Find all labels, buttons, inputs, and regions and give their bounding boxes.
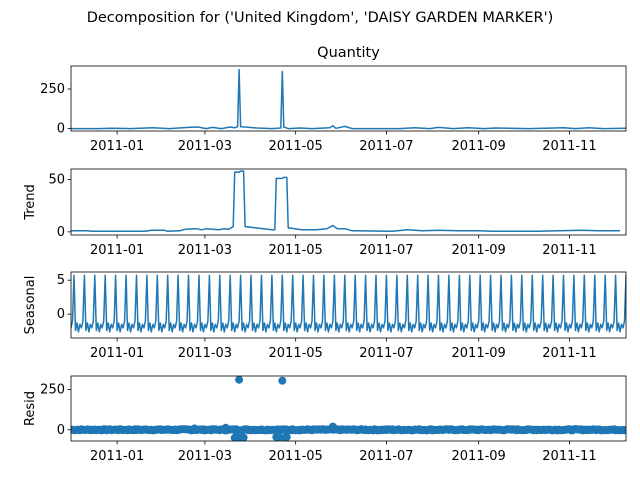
x-tick-label: 2011-01 (90, 449, 144, 464)
resid-point (221, 423, 230, 432)
x-tick-label: 2011-03 (178, 139, 232, 154)
plot-area (71, 274, 626, 333)
y-axis-label: Seasonal (23, 276, 38, 335)
y-tick-label: 250 (40, 383, 65, 398)
y-tick-label: 50 (48, 172, 65, 187)
panel-quantity: 0 250 2011-01 2011-03 2011-05 2011-07 2011-09 2… (40, 45, 627, 154)
resid-point (190, 424, 199, 433)
y-tick-label: 0 (57, 423, 65, 438)
x-tick-label: 2011-01 (90, 346, 144, 361)
x-tick-label: 2011-07 (359, 139, 413, 154)
x-tick-label: 2011-01 (90, 243, 144, 258)
figure-suptitle: Decomposition for ('United Kingdom', 'DA… (87, 10, 554, 26)
x-tick-label: 2011-07 (359, 346, 413, 361)
y-tick-label: 250 (40, 82, 65, 97)
axes-frame (70, 168, 627, 236)
resid-point (235, 376, 244, 384)
x-tick-label: 2011-05 (269, 243, 323, 258)
x-tick-label: 2011-09 (452, 139, 506, 154)
plot-area (71, 170, 620, 233)
x-tick-label: 2011-03 (178, 243, 232, 258)
resid-point (278, 376, 287, 385)
x-tick-label: 2011-01 (90, 139, 144, 154)
series-line (71, 170, 620, 233)
resid-point (328, 422, 337, 431)
panel-resid: 0 250 2011-01 2011-03 2011-05 2011-07 2011-09 2… (23, 375, 627, 464)
y-tick-label: 0 (57, 225, 65, 240)
x-tick-label: 2011-03 (178, 346, 232, 361)
x-tick-label: 2011-09 (452, 346, 506, 361)
x-tick-label: 2011-03 (178, 449, 232, 464)
resid-point (275, 433, 284, 441)
x-tick-label: 2011-11 (542, 449, 596, 464)
axes-title: Quantity (317, 45, 380, 61)
x-tick-label: 2011-11 (542, 346, 596, 361)
y-tick-label: 5 (57, 273, 65, 288)
x-tick-label: 2011-05 (269, 449, 323, 464)
plot-area (71, 68, 626, 130)
y-axis-label: Trend (23, 184, 38, 221)
x-tick-label: 2011-05 (269, 346, 323, 361)
seasonal-line (71, 274, 626, 333)
x-tick-label: 2011-11 (542, 243, 596, 258)
panels: 0 250 2011-01 2011-03 2011-05 2011-07 2011-09 2… (23, 45, 627, 464)
x-tick-label: 2011-07 (359, 243, 413, 258)
resid-point (239, 433, 248, 441)
axes-frame (70, 375, 627, 442)
y-tick-label: 0 (57, 122, 65, 137)
panel-trend: 0 50 2011-01 2011-03 2011-05 2011-07 2011-09 20… (23, 168, 627, 258)
axes-frame (70, 65, 627, 132)
x-tick-label: 2011-07 (359, 449, 413, 464)
panel-seasonal: 0 5 2011-01 2011-03 2011-05 2011-07 2011-09 201… (23, 271, 627, 361)
y-tick-label: 0 (57, 307, 65, 322)
series-line (71, 68, 626, 130)
x-tick-label: 2011-09 (452, 449, 506, 464)
x-tick-label: 2011-05 (269, 139, 323, 154)
plot-area (71, 376, 626, 441)
x-tick-label: 2011-11 (542, 139, 596, 154)
x-tick-label: 2011-09 (452, 243, 506, 258)
y-axis-label: Resid (23, 391, 38, 426)
resid-point (622, 426, 626, 434)
axes-frame (70, 271, 627, 339)
resid-point (282, 433, 291, 441)
